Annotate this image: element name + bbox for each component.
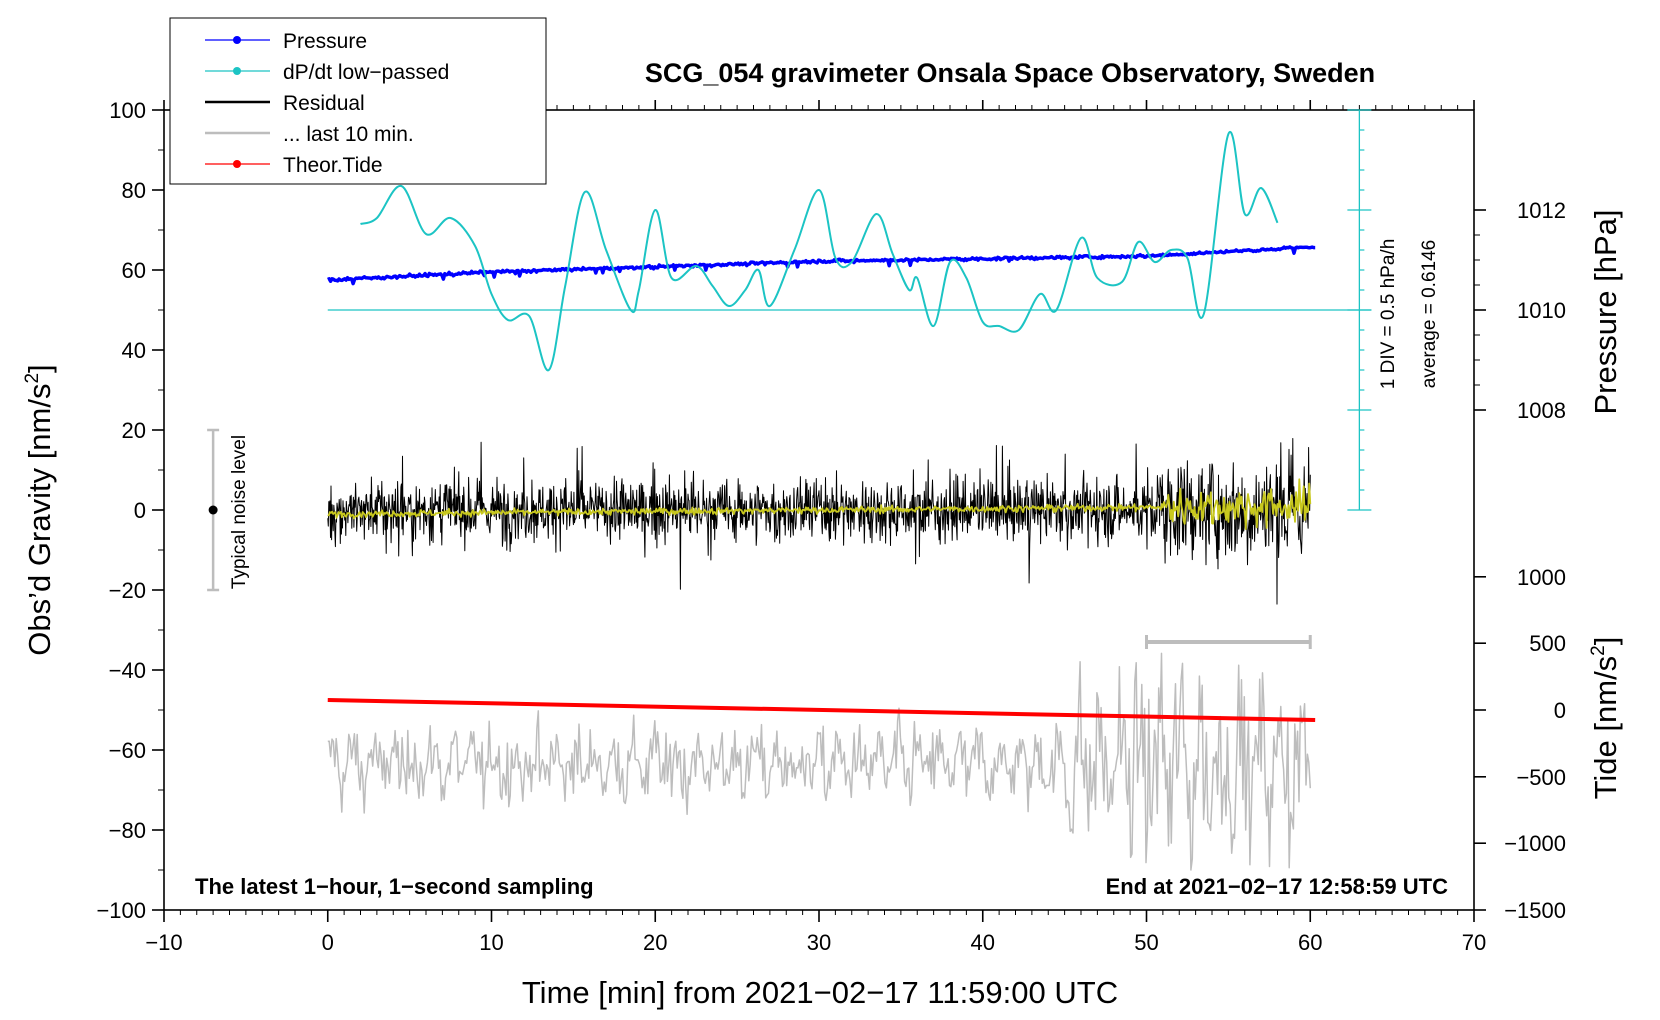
tide-tick-label: 1000 xyxy=(1517,565,1566,590)
x-tick-label: 20 xyxy=(643,930,667,955)
tide-tick-label: 500 xyxy=(1529,631,1566,656)
y-axis-pressure: 1012 1010 1008 xyxy=(1474,198,1566,423)
y-axis-label: Obs’d Gravity [nm/s2] xyxy=(22,364,57,655)
legend-label: Residual xyxy=(283,92,365,115)
chart-title: SCG_054 gravimeter Onsala Space Observat… xyxy=(645,58,1375,88)
y-tick-label: 100 xyxy=(109,98,146,123)
end-time-note: End at 2021−02−17 12:58:59 UTC xyxy=(1106,874,1449,899)
tide-axis-label: Tide [nm/s2] xyxy=(1588,637,1623,800)
y-tick-label: 40 xyxy=(122,338,146,363)
y-tick-label: −80 xyxy=(109,818,146,843)
legend-label: Theor.Tide xyxy=(283,154,383,177)
last-10-min-bracket xyxy=(1145,635,1312,649)
y-axis-gravity: 100 80 60 40 20 0 −20 −40 −60 −80 −100 xyxy=(96,98,164,923)
legend-marker xyxy=(233,160,241,168)
x-tick-label: 40 xyxy=(971,930,995,955)
pressure-axis-label: Pressure [hPa] xyxy=(1588,209,1623,414)
y-tick-label: −60 xyxy=(109,738,146,763)
y-tick-label: −100 xyxy=(96,898,146,923)
tide-tick-label: −500 xyxy=(1516,765,1566,790)
y-tick-label: −40 xyxy=(109,658,146,683)
legend-marker xyxy=(233,36,241,44)
dpdt-line xyxy=(360,130,1279,372)
tide-line xyxy=(327,698,1316,722)
dpdt-scale-bar xyxy=(1347,109,1372,511)
noise-level-label: Typical noise level xyxy=(229,435,250,589)
dpdt-average-label: average = 0.6146 xyxy=(1419,240,1440,388)
x-tick-label: 50 xyxy=(1134,930,1158,955)
legend-label: Pressure xyxy=(283,30,367,53)
tide-tick-label: 0 xyxy=(1554,698,1566,723)
x-axis: −10 0 10 20 30 40 50 60 70 xyxy=(145,100,1486,955)
y-tick-label: 60 xyxy=(122,258,146,283)
x-tick-label: 30 xyxy=(807,930,831,955)
last-10-min-line xyxy=(327,652,1312,871)
y-tick-label: 20 xyxy=(122,418,146,443)
residual-line xyxy=(327,438,1311,605)
tide-axis-label-text: Tide [nm/s xyxy=(1588,656,1623,800)
x-tick-label: 10 xyxy=(479,930,503,955)
legend-marker xyxy=(233,67,241,75)
x-tick-label: −10 xyxy=(145,930,182,955)
tide-tick-label: −1000 xyxy=(1504,831,1566,856)
legend: Pressure dP/dt low−passed Residual ... last… xyxy=(169,17,547,185)
legend-label: dP/dt low−passed xyxy=(283,61,449,84)
pressure-tick-label: 1012 xyxy=(1517,198,1566,223)
y-tick-label: −20 xyxy=(109,578,146,603)
plot-series xyxy=(327,130,1372,871)
y-tick-label: 0 xyxy=(134,498,146,523)
y-axis-label-superscript: 2 xyxy=(22,373,43,384)
y-axis-label-text: Obs’d Gravity [nm/s xyxy=(22,384,57,656)
y-tick-label: 80 xyxy=(122,178,146,203)
residual-mean-line xyxy=(327,478,1312,530)
sampling-note: The latest 1−hour, 1−second sampling xyxy=(195,874,594,899)
x-tick-label: 60 xyxy=(1298,930,1322,955)
y-axis-tide: 1000 500 0 −500 −1000 −1500 xyxy=(1474,565,1566,923)
legend-label: ... last 10 min. xyxy=(283,123,414,146)
tide-tick-label: −1500 xyxy=(1504,898,1566,923)
pressure-tick-label: 1010 xyxy=(1517,298,1566,323)
dpdt-scale-label: 1 DIV = 0.5 hPa/h xyxy=(1378,239,1399,390)
noise-bar-dot xyxy=(208,505,218,515)
pressure-tick-label: 1008 xyxy=(1517,398,1566,423)
tide-axis-label-end: ] xyxy=(1588,637,1623,646)
tide-axis-label-superscript: 2 xyxy=(1588,645,1609,656)
x-tick-label: 70 xyxy=(1462,930,1486,955)
noise-level-bar xyxy=(207,428,220,592)
x-axis-label: Time [min] from 2021−02−17 11:59:00 UTC xyxy=(522,975,1118,1010)
x-tick-label: 0 xyxy=(322,930,334,955)
y-axis-label-end: ] xyxy=(22,364,57,373)
